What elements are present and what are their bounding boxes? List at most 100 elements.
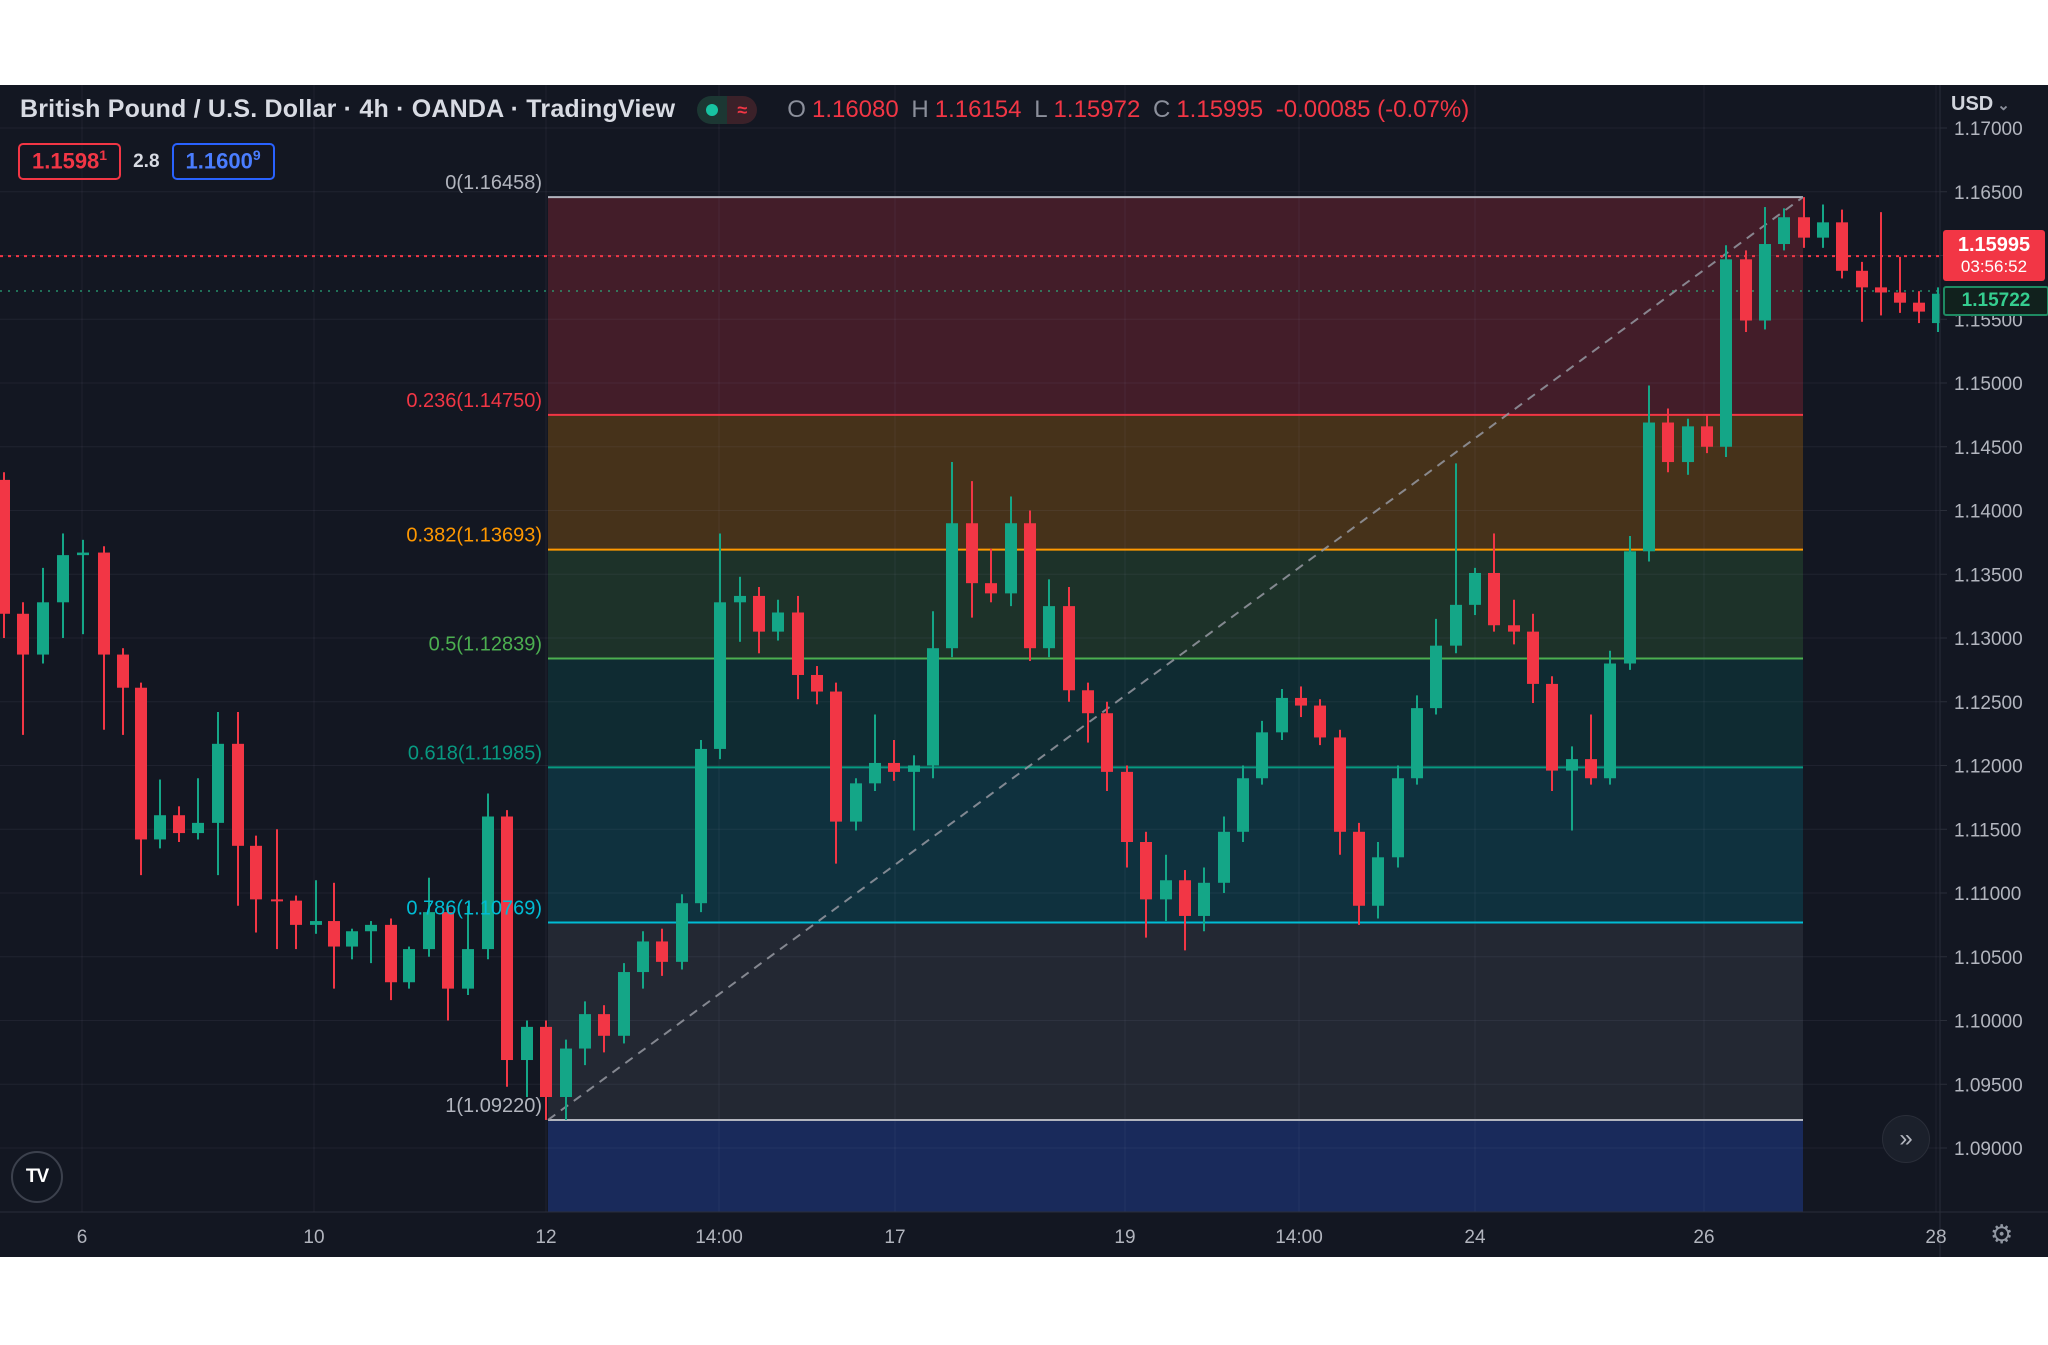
candle-body	[37, 602, 49, 655]
candle-body	[792, 612, 804, 675]
candle-body	[423, 912, 435, 950]
collapse-arrows-icon[interactable]: »	[1882, 1115, 1930, 1163]
candle-body	[1276, 697, 1288, 733]
candle-body	[98, 552, 110, 655]
symbol-title[interactable]: British Pound / U.S. Dollar · 4h · OANDA…	[20, 95, 676, 123]
candle-body	[1585, 759, 1597, 779]
tradingview-logo[interactable]: TV	[11, 1151, 63, 1203]
candle-body	[1778, 217, 1790, 245]
high-value: 1.16154	[934, 95, 1022, 123]
buy-button[interactable]: 1.16009	[171, 143, 275, 181]
gear-icon[interactable]: ⚙	[1990, 1219, 2014, 1249]
candle-body	[888, 762, 900, 772]
candle-body	[927, 648, 939, 766]
candle-body	[403, 949, 415, 983]
svg-text:1.09500: 1.09500	[1954, 1075, 2023, 1096]
candle-body	[772, 612, 784, 632]
spread-value: 2.8	[133, 150, 160, 172]
candle-body	[1430, 645, 1442, 709]
candle-body	[17, 613, 29, 655]
candle-body	[1604, 663, 1616, 779]
candlestick-chart[interactable]: 0(1.16458) 0.236(1.14750) 0.382(1.13693) 0.…	[0, 85, 2048, 1257]
fib-lines[interactable]	[548, 196, 1803, 1121]
candle-body	[232, 743, 244, 846]
candle-body	[1140, 842, 1152, 900]
symbol-header: British Pound / U.S. Dollar · 4h · OANDA…	[20, 95, 1475, 124]
svg-text:6: 6	[77, 1227, 88, 1248]
candle-body	[966, 523, 978, 584]
candle-body	[1856, 270, 1868, 288]
candle-body	[946, 523, 958, 649]
candle-body	[328, 921, 340, 947]
close-value: 1.15995	[1176, 95, 1264, 123]
trendline[interactable]	[547, 196, 1804, 1121]
fib-zones	[548, 197, 1803, 1212]
candle-body	[1662, 422, 1674, 463]
delayed-data-icon: ≈	[727, 95, 758, 124]
candle-body	[1372, 857, 1384, 906]
candle-body	[501, 816, 513, 1061]
candle-body	[482, 816, 494, 950]
candle-body	[1875, 287, 1887, 293]
candle-body	[618, 972, 630, 1036]
chart-area: 0(1.16458) 0.236(1.14750) 0.382(1.13693) 0.…	[0, 85, 2048, 1257]
candle-body	[540, 1026, 552, 1097]
svg-text:1.17000: 1.17000	[1954, 119, 2023, 140]
market-status-pill[interactable]: ≈	[697, 95, 758, 124]
candle-body	[192, 822, 204, 834]
candle-body	[1121, 771, 1133, 842]
candle-body	[1798, 217, 1810, 238]
candle-body	[442, 912, 454, 989]
candles-layer[interactable]	[0, 197, 1944, 1120]
candle-body	[1179, 880, 1191, 916]
svg-text:1.14000: 1.14000	[1954, 502, 2023, 523]
price-axis-labels: 1.170001.165001.160001.155001.150001.145…	[1940, 119, 2023, 1160]
candle-body	[1198, 882, 1210, 916]
candle-body	[753, 595, 765, 632]
svg-text:1.09000: 1.09000	[1954, 1139, 2023, 1160]
open-value: 1.16080	[811, 95, 899, 123]
last-price-value: 1.15995	[1957, 234, 2031, 257]
candle-body	[656, 941, 668, 962]
svg-text:0.382(1.13693): 0.382(1.13693)	[406, 525, 542, 547]
svg-text:24: 24	[1464, 1227, 1486, 1248]
candle-body	[1218, 831, 1230, 883]
candle-body	[521, 1026, 533, 1061]
candle-body	[1334, 737, 1346, 832]
sell-button[interactable]: 1.15981	[18, 143, 122, 181]
candle-body	[1836, 222, 1848, 271]
svg-text:10: 10	[303, 1227, 324, 1248]
candle-body	[0, 479, 10, 614]
candle-body	[1082, 690, 1094, 714]
candle-body	[365, 924, 377, 932]
candle-body	[869, 762, 881, 784]
candle-body	[560, 1048, 572, 1097]
currency-selector[interactable]: USD ⌄	[1951, 93, 2010, 115]
candle-body	[1160, 880, 1172, 900]
svg-text:17: 17	[884, 1227, 905, 1248]
candle-body	[1063, 606, 1075, 691]
candle-body	[290, 900, 302, 925]
svg-text:14:00: 14:00	[1275, 1227, 1323, 1248]
candle-body	[346, 931, 358, 947]
fib-labels: 0(1.16458) 0.236(1.14750) 0.382(1.13693) 0.…	[406, 172, 542, 1117]
low-value: 1.15972	[1053, 95, 1141, 123]
candle-body	[695, 748, 707, 904]
candle-body	[637, 941, 649, 973]
candle-body	[1469, 572, 1481, 605]
svg-text:1.15000: 1.15000	[1954, 374, 2023, 395]
candle-body	[1643, 422, 1655, 552]
svg-text:1.11500: 1.11500	[1954, 820, 2021, 841]
change-value: -0.00085 (-0.07%)	[1275, 95, 1470, 123]
candle-body	[1392, 778, 1404, 858]
candle-body	[250, 845, 262, 900]
svg-text:0.786(1.10769): 0.786(1.10769)	[406, 897, 542, 919]
time-axis-labels: 6 10 12 14:00 17 19 14:00 24 26 28	[77, 1227, 1947, 1248]
candle-body	[57, 555, 69, 603]
candle-body	[1508, 625, 1520, 632]
candle-body	[1720, 259, 1732, 447]
candle-body	[173, 815, 185, 834]
svg-text:0.5(1.12839): 0.5(1.12839)	[429, 634, 542, 656]
candle-body	[1566, 759, 1578, 771]
